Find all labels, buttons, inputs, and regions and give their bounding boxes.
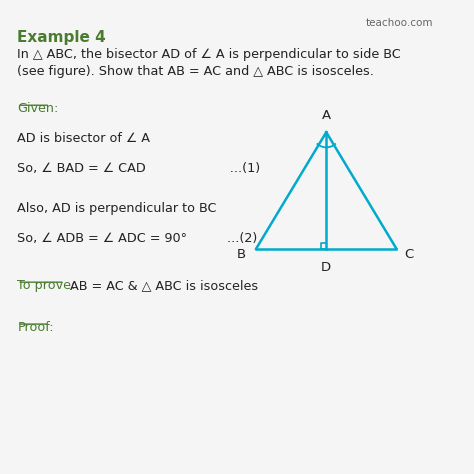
- Text: A: A: [322, 109, 331, 121]
- Text: Proof:: Proof:: [18, 321, 54, 334]
- Text: teachoo.com: teachoo.com: [366, 18, 434, 28]
- Text: Example 4: Example 4: [18, 30, 106, 45]
- Text: So, ∠ ADB = ∠ ADC = 90°          ...(2): So, ∠ ADB = ∠ ADC = 90° ...(2): [18, 232, 257, 246]
- Text: D: D: [321, 261, 331, 274]
- Text: In △ ABC, the bisector AD of ∠ A is perpendicular to side BC: In △ ABC, the bisector AD of ∠ A is perp…: [18, 48, 401, 62]
- Text: B: B: [237, 248, 246, 261]
- Text: To prove:: To prove:: [18, 279, 76, 292]
- Text: (see figure). Show that AB = AC and △ ABC is isosceles.: (see figure). Show that AB = AC and △ AB…: [18, 65, 374, 78]
- Text: So, ∠ BAD = ∠ CAD                     ...(1): So, ∠ BAD = ∠ CAD ...(1): [18, 163, 260, 175]
- Text: C: C: [404, 248, 413, 261]
- Text: AD is bisector of ∠ A: AD is bisector of ∠ A: [18, 132, 150, 145]
- Text: AB = AC & △ ABC is isosceles: AB = AC & △ ABC is isosceles: [65, 279, 258, 292]
- Text: Given:: Given:: [18, 102, 59, 115]
- Text: Also, AD is perpendicular to BC: Also, AD is perpendicular to BC: [18, 202, 217, 215]
